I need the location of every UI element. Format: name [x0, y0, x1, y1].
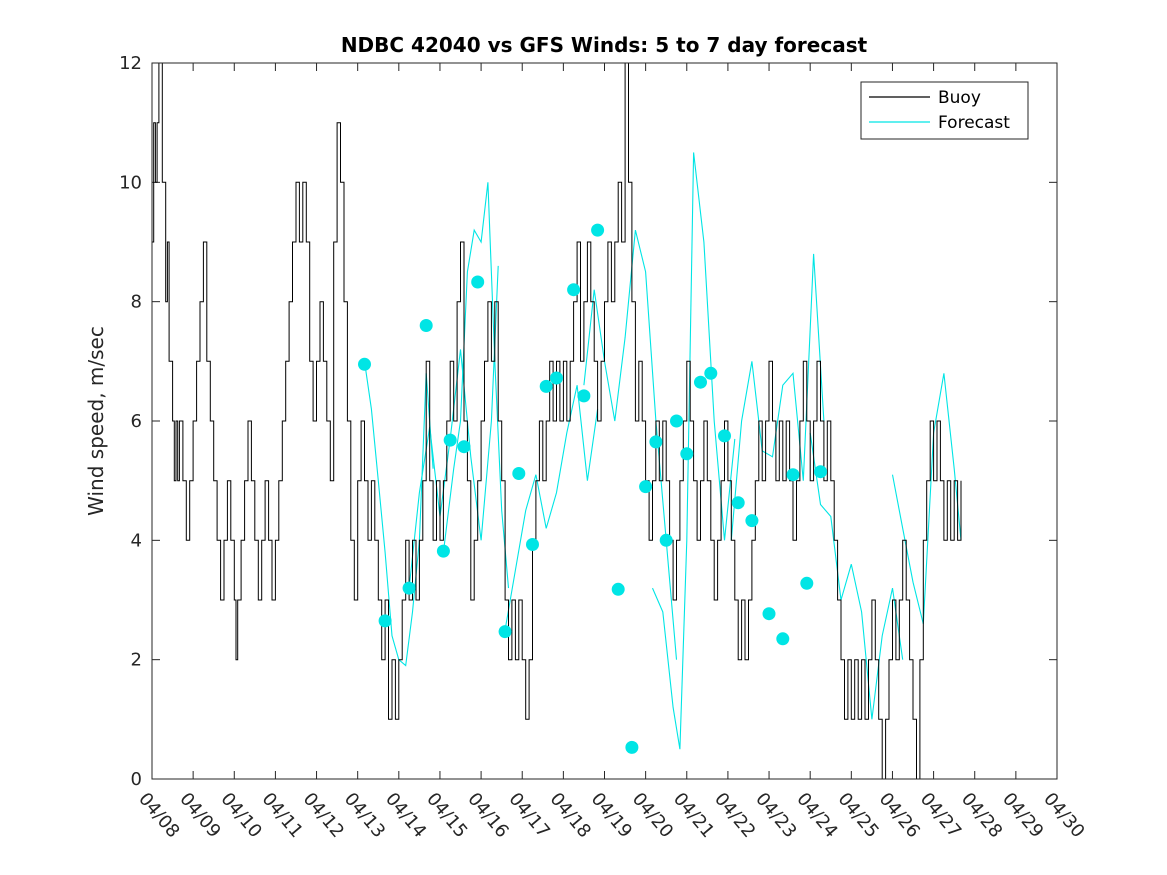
- forecast-marker: [378, 614, 392, 628]
- forecast-marker: [745, 514, 759, 528]
- legend-buoy-label: Buoy: [938, 88, 981, 108]
- plot-frame: [151, 62, 1058, 780]
- forecast-marker: [591, 223, 605, 237]
- forecast-line: [730, 253, 825, 541]
- chart-title: NDBC 42040 vs GFS Winds: 5 to 7 day fore…: [341, 33, 868, 57]
- forecast-markers: [358, 223, 827, 754]
- legend-forecast-label: Forecast: [938, 113, 1010, 133]
- forecast-marker: [457, 440, 471, 454]
- forecast-marker: [731, 496, 745, 510]
- forecast-marker: [443, 433, 457, 447]
- forecast-marker: [625, 740, 639, 754]
- forecast-marker: [659, 533, 673, 547]
- legend: Buoy Forecast: [860, 81, 1029, 140]
- forecast-marker: [680, 447, 694, 461]
- y-tick-label: 8: [131, 292, 142, 313]
- forecast-marker: [670, 414, 683, 428]
- forecast-marker: [776, 632, 790, 646]
- forecast-marker: [762, 607, 776, 621]
- forecast-marker: [814, 465, 827, 479]
- forecast-line: [651, 152, 736, 750]
- forecast-marker: [498, 625, 512, 639]
- forecast-marker: [718, 429, 731, 443]
- y-tick-label: 12: [119, 53, 142, 74]
- buoy-line: [152, 62, 962, 780]
- y-tick-label: 2: [131, 650, 142, 671]
- forecast-marker: [639, 480, 653, 494]
- forecast-line: [408, 265, 499, 589]
- forecast-marker: [800, 576, 814, 590]
- forecast-line: [809, 432, 904, 720]
- forecast-marker: [436, 544, 450, 558]
- forecast-marker: [567, 283, 581, 297]
- forecast-marker: [704, 366, 718, 380]
- legend-box: [860, 81, 1029, 140]
- forecast-marker: [577, 389, 591, 403]
- forecast-marker: [611, 582, 625, 596]
- forecast-marker: [471, 275, 485, 289]
- y-tick-label: 10: [119, 172, 142, 193]
- forecast-marker: [694, 375, 707, 389]
- forecast-line: [442, 182, 510, 589]
- forecast-marker: [402, 581, 416, 595]
- forecast-line: [891, 373, 962, 625]
- y-tick-label: 6: [131, 411, 142, 432]
- y-axis-label: Wind speed, m/sec: [84, 326, 108, 516]
- forecast-marker: [526, 538, 539, 551]
- forecast-marker: [550, 371, 563, 385]
- buoy-series: [152, 62, 962, 780]
- forecast-marker: [539, 379, 553, 393]
- forecast-marker: [786, 468, 800, 482]
- forecast-line: [504, 385, 599, 630]
- y-tick-label: 4: [131, 530, 142, 551]
- forecast-marker: [649, 435, 663, 449]
- forecast-marker: [512, 467, 526, 480]
- forecast-marker: [358, 357, 371, 371]
- y-tick-label: 0: [131, 769, 142, 790]
- forecast-marker: [419, 319, 433, 332]
